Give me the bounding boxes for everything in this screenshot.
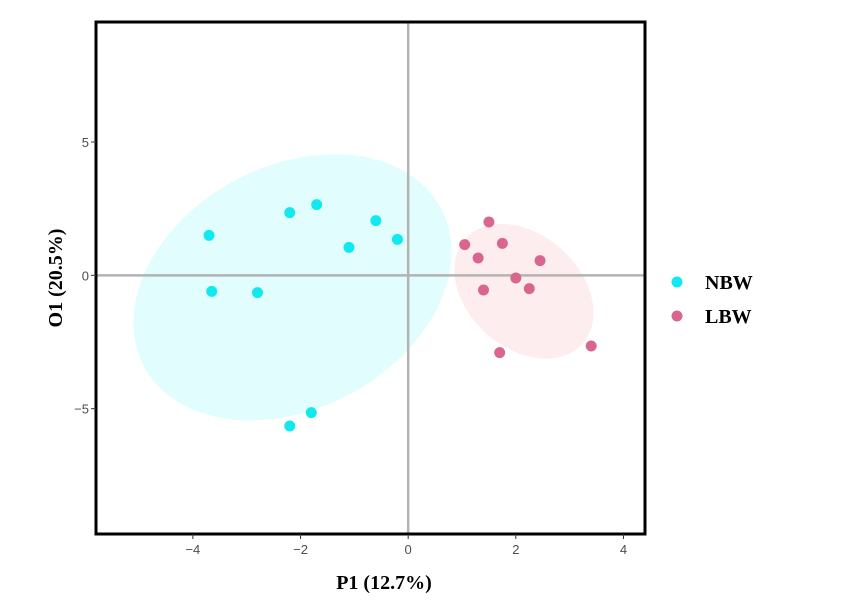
nbw-confidence-ellipse xyxy=(133,154,452,421)
nbw-point xyxy=(305,407,317,419)
lbw-point xyxy=(496,237,508,249)
nbw-legend-label: NBW xyxy=(705,272,753,294)
nbw-point xyxy=(284,420,296,432)
lbw-legend-label: LBW xyxy=(705,306,752,328)
y-tick-label: −5 xyxy=(74,402,89,417)
lbw-point xyxy=(478,284,490,296)
nbw-point xyxy=(343,241,355,253)
plot-frame xyxy=(94,20,647,536)
x-tick-label: 0 xyxy=(405,542,412,557)
y-tick-label: 0 xyxy=(82,268,89,283)
nbw-point xyxy=(251,287,263,299)
nbw-point xyxy=(284,207,296,219)
nbw-legend-key xyxy=(671,276,683,288)
x-axis-title: P1 (12.7%) xyxy=(336,572,432,594)
lbw-legend-key xyxy=(671,310,683,322)
lbw-point xyxy=(534,255,546,267)
y-axis-title: O1 (20.5%) xyxy=(45,229,67,328)
lbw-point xyxy=(510,272,522,284)
nbw-point xyxy=(391,233,403,245)
lbw-point xyxy=(585,340,597,352)
lbw-point xyxy=(459,239,471,251)
lbw-point xyxy=(472,252,484,264)
x-tick-label: 4 xyxy=(620,542,627,557)
confidence-ellipses xyxy=(133,154,594,421)
x-tick-label: −2 xyxy=(293,542,308,557)
axis-ticks: −4 −2 0 2 4 −5 0 5 xyxy=(74,135,627,557)
nbw-point xyxy=(203,229,215,241)
nbw-point xyxy=(370,215,382,227)
nbw-point xyxy=(311,199,323,211)
x-tick-label: −4 xyxy=(185,542,200,557)
data-points xyxy=(203,199,597,432)
x-tick-label: 2 xyxy=(512,542,519,557)
legend: NBW LBW xyxy=(671,272,753,328)
lbw-point xyxy=(494,347,506,359)
nbw-point xyxy=(206,285,218,297)
lbw-point xyxy=(483,216,495,228)
lbw-confidence-ellipse xyxy=(454,223,594,359)
reference-lines xyxy=(96,22,645,534)
lbw-point xyxy=(523,283,535,295)
y-tick-label: 5 xyxy=(82,135,89,150)
